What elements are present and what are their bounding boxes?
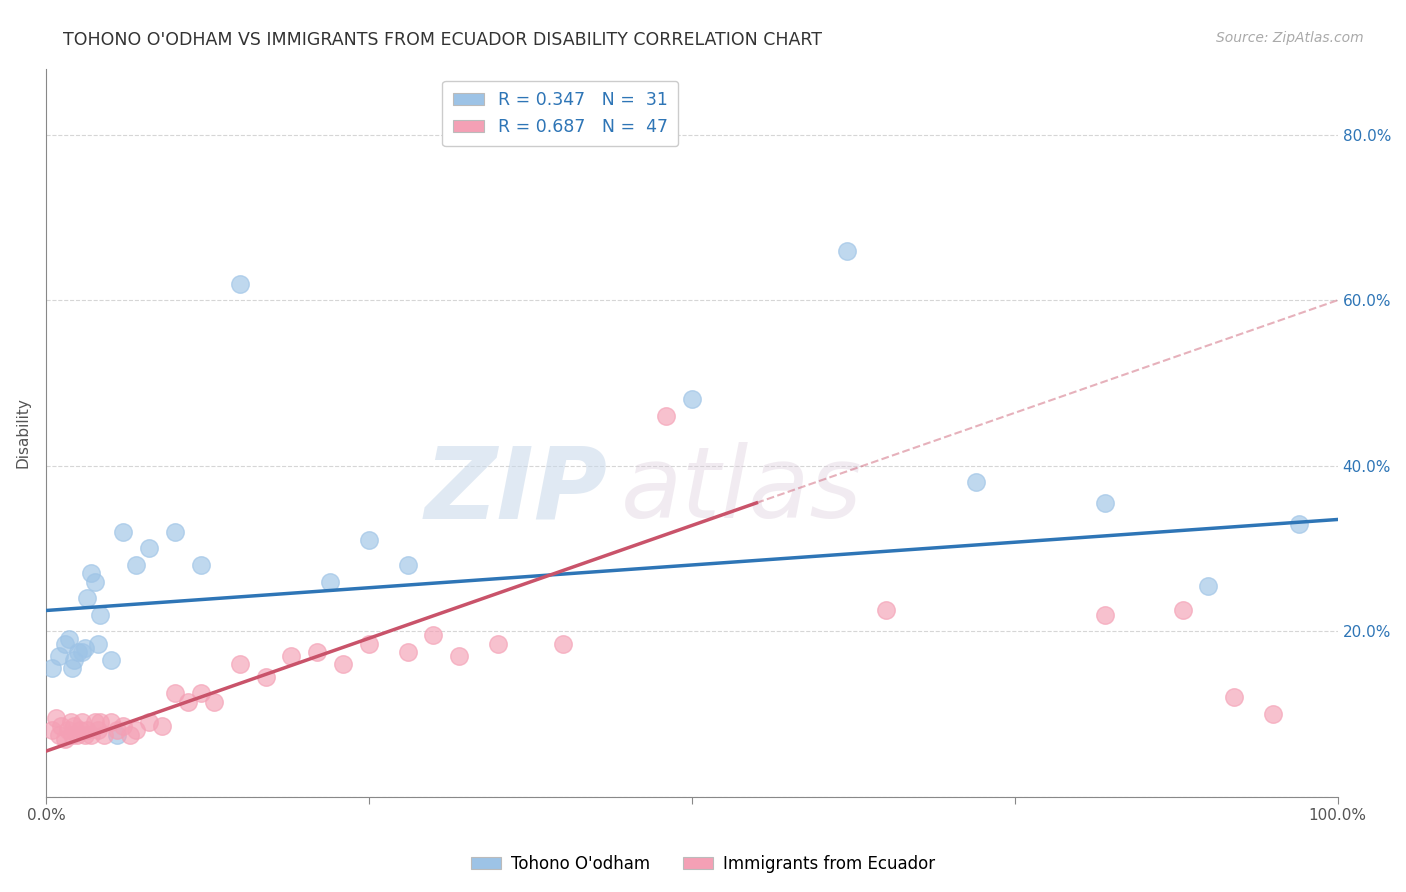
Point — [86, 723, 108, 738]
Point — [63, 719, 86, 733]
Point — [357, 533, 380, 548]
Point — [45, 711, 67, 725]
Point — [73, 728, 96, 742]
Point — [190, 558, 212, 572]
Point — [486, 637, 509, 651]
Point — [100, 715, 122, 730]
Point — [280, 648, 302, 663]
Point — [357, 637, 380, 651]
Point — [254, 670, 277, 684]
Point — [58, 632, 80, 647]
Point — [60, 728, 83, 742]
Point — [228, 657, 250, 672]
Point — [56, 723, 79, 738]
Point — [1198, 579, 1220, 593]
Point — [76, 723, 98, 738]
Point — [84, 574, 107, 589]
Point — [422, 628, 444, 642]
Point — [100, 653, 122, 667]
Point — [1094, 496, 1116, 510]
Point — [66, 728, 89, 742]
Point — [112, 524, 135, 539]
Point — [1288, 516, 1310, 531]
Point — [69, 723, 91, 738]
Point — [105, 723, 128, 738]
Point — [202, 694, 225, 708]
Point — [835, 244, 858, 258]
Point — [105, 728, 128, 742]
Text: ZIP: ZIP — [425, 442, 607, 540]
Point — [125, 558, 148, 572]
Point — [48, 728, 70, 742]
Point — [551, 637, 574, 651]
Point — [63, 653, 86, 667]
Text: Source: ZipAtlas.com: Source: ZipAtlas.com — [1216, 31, 1364, 45]
Text: atlas: atlas — [621, 442, 862, 540]
Point — [228, 277, 250, 291]
Point — [681, 392, 703, 407]
Point — [112, 719, 135, 733]
Point — [332, 657, 354, 672]
Point — [396, 558, 419, 572]
Point — [965, 475, 987, 490]
Point — [70, 645, 93, 659]
Point — [53, 637, 76, 651]
Point — [118, 728, 141, 742]
Point — [93, 728, 115, 742]
Point — [875, 603, 897, 617]
Point — [165, 686, 187, 700]
Point — [41, 661, 63, 675]
Point — [138, 541, 160, 556]
Text: TOHONO O'ODHAM VS IMMIGRANTS FROM ECUADOR DISABILITY CORRELATION CHART: TOHONO O'ODHAM VS IMMIGRANTS FROM ECUADO… — [63, 31, 823, 49]
Point — [48, 648, 70, 663]
Point — [396, 645, 419, 659]
Point — [59, 715, 82, 730]
Point — [177, 694, 200, 708]
Point — [319, 574, 342, 589]
Point — [307, 645, 329, 659]
Point — [70, 715, 93, 730]
Point — [67, 645, 90, 659]
Point — [80, 566, 103, 581]
Point — [89, 715, 111, 730]
Point — [138, 715, 160, 730]
Legend: Tohono O'odham, Immigrants from Ecuador: Tohono O'odham, Immigrants from Ecuador — [464, 848, 942, 880]
Point — [76, 591, 98, 606]
Point — [53, 731, 76, 746]
Point — [125, 723, 148, 738]
Point — [86, 637, 108, 651]
Legend: R = 0.347   N =  31, R = 0.687   N =  47: R = 0.347 N = 31, R = 0.687 N = 47 — [441, 81, 678, 146]
Point — [80, 728, 103, 742]
Point — [89, 607, 111, 622]
Point — [1261, 706, 1284, 721]
Point — [51, 719, 73, 733]
Y-axis label: Disability: Disability — [15, 397, 30, 468]
Point — [73, 640, 96, 655]
Point — [60, 661, 83, 675]
Point — [1094, 607, 1116, 622]
Point — [1171, 603, 1194, 617]
Point — [1223, 690, 1246, 705]
Point — [190, 686, 212, 700]
Point — [655, 409, 678, 423]
Point — [150, 719, 173, 733]
Point — [449, 648, 471, 663]
Point — [165, 524, 187, 539]
Point — [84, 715, 107, 730]
Point — [41, 723, 63, 738]
